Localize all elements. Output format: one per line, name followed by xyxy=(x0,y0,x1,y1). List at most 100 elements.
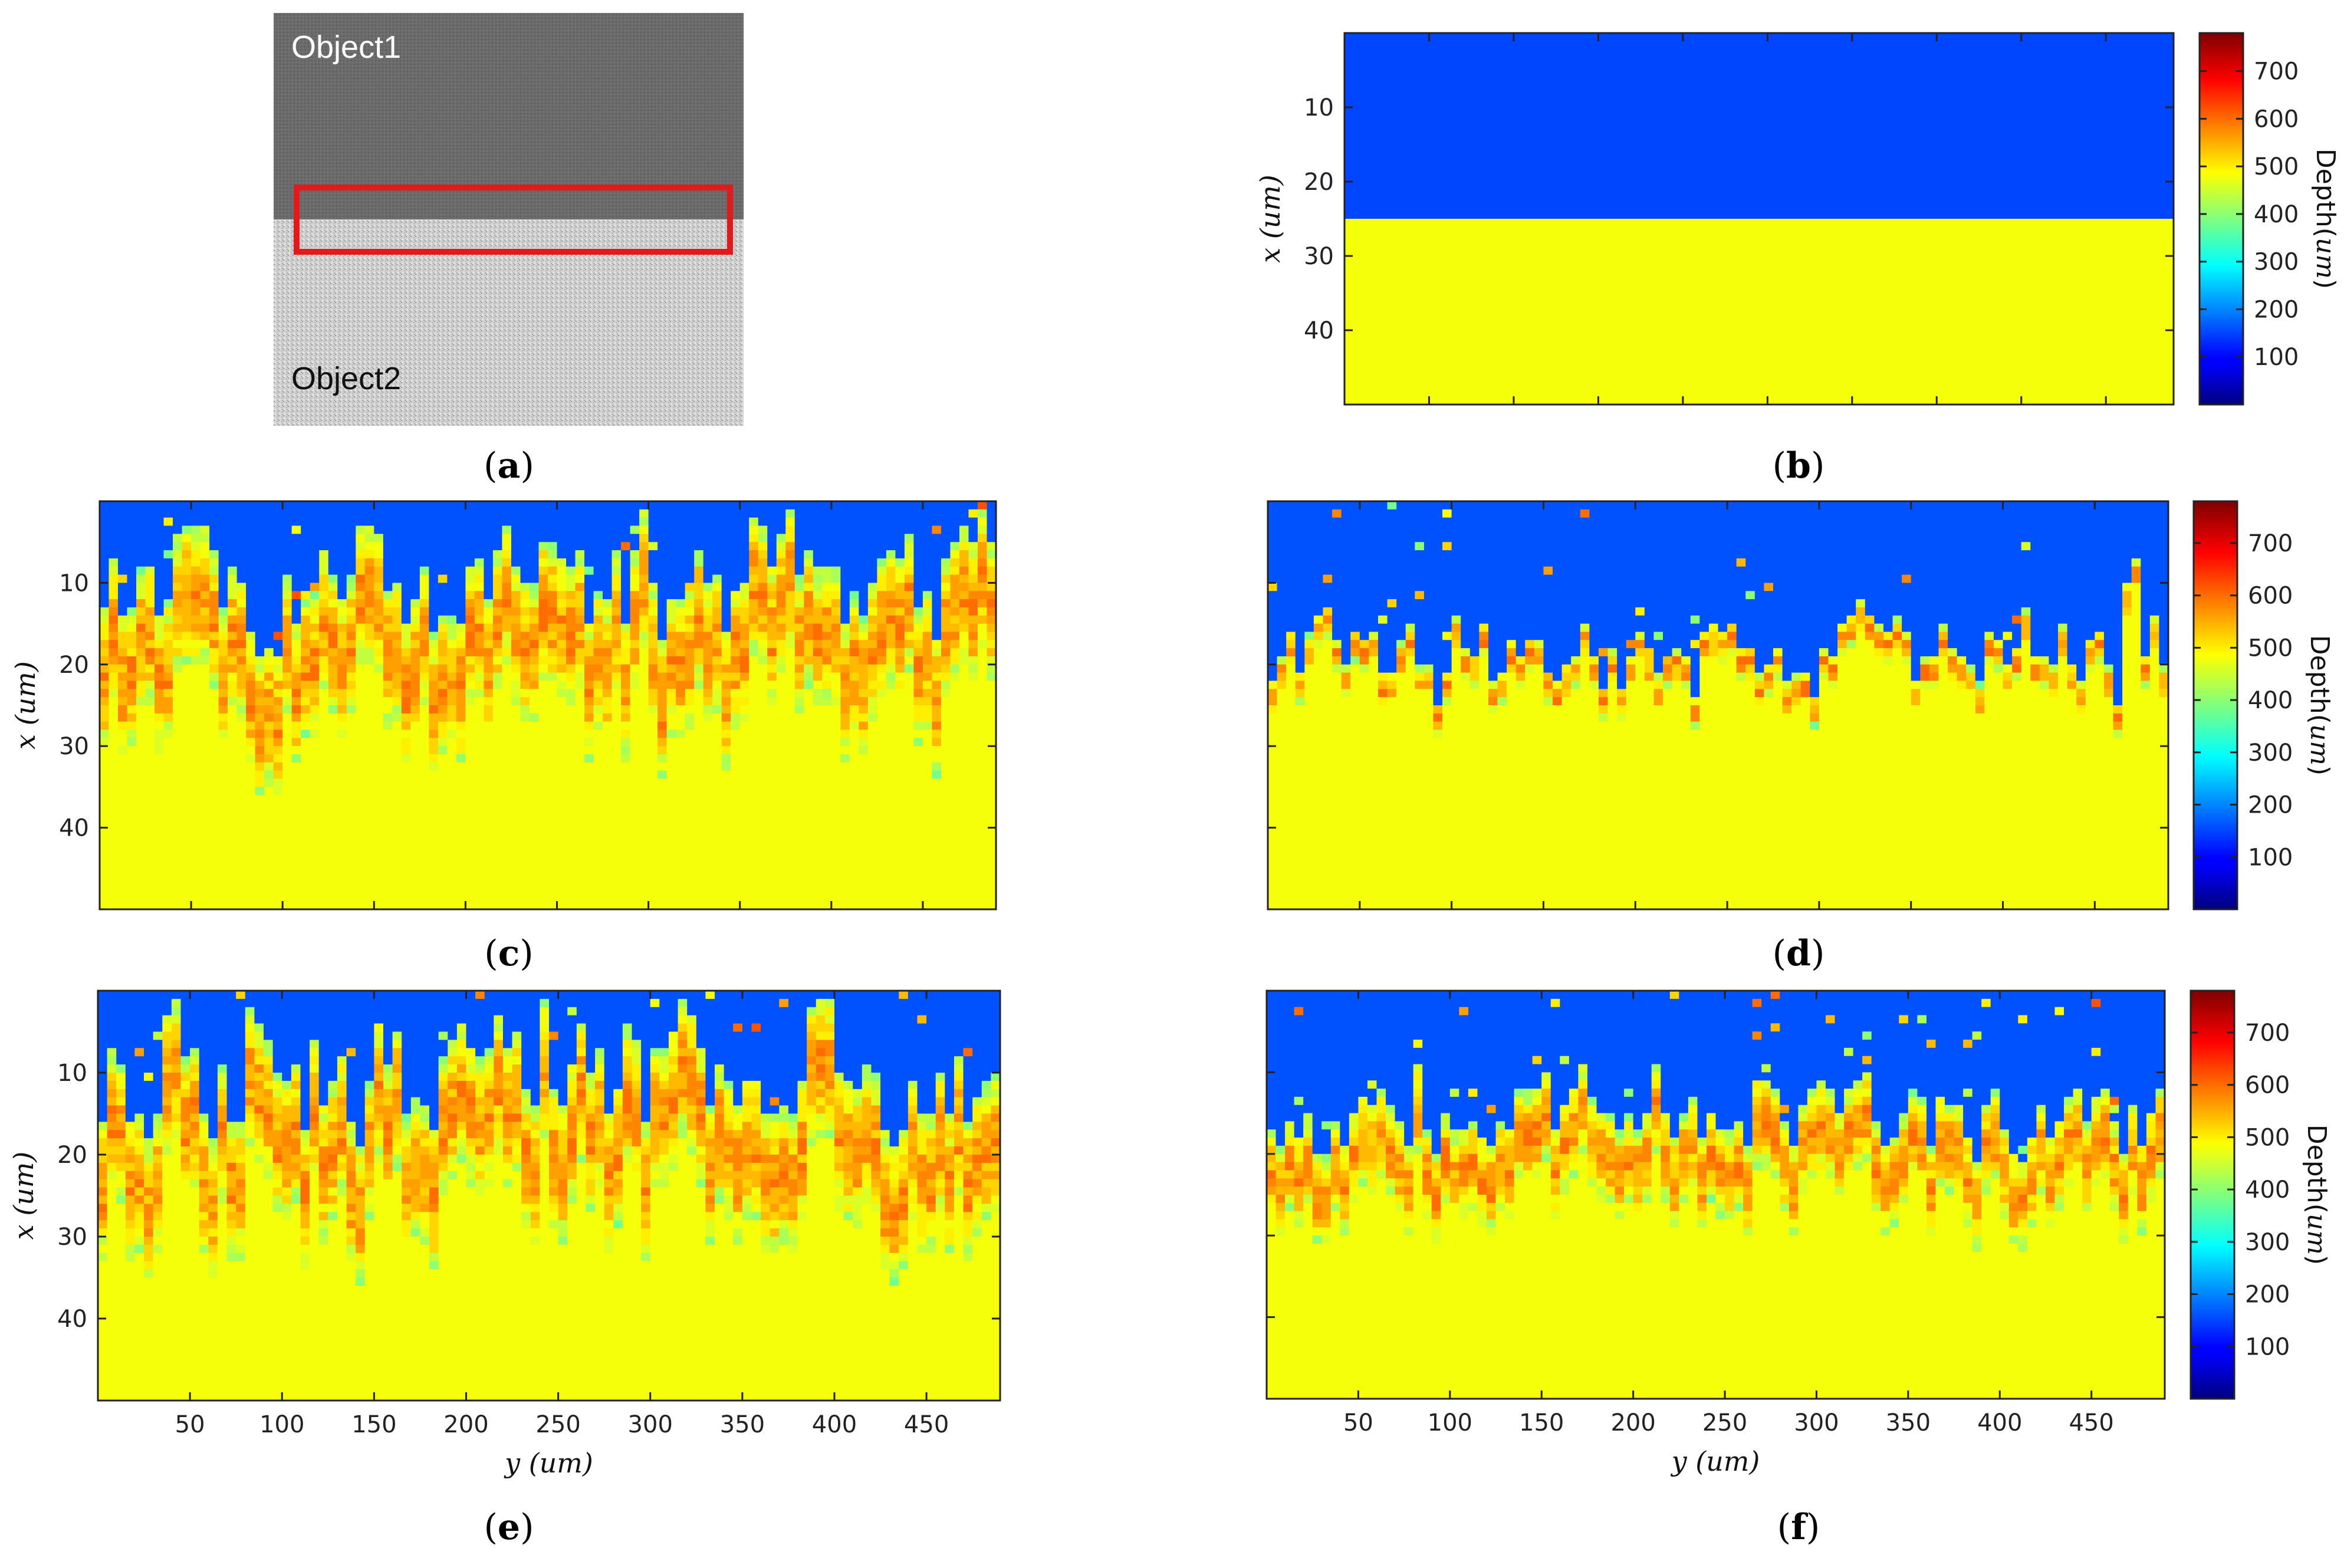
heatmap-cell xyxy=(1461,648,1471,657)
heatmap-cell xyxy=(217,1130,228,1139)
heatmap-cell xyxy=(484,599,494,608)
heatmap-cell xyxy=(666,713,676,731)
heatmap-cell xyxy=(2021,607,2031,616)
heatmap-cell xyxy=(972,991,982,1098)
heatmap-cell xyxy=(548,615,558,624)
heatmap-cell xyxy=(733,1228,743,1237)
heatmap-cell xyxy=(557,648,567,657)
heatmap-cell xyxy=(254,1122,264,1139)
heatmap-cell xyxy=(1807,1178,1817,1399)
heatmap-cell xyxy=(1571,501,1581,657)
heatmap-cell xyxy=(1294,1211,1304,1220)
heatmap-cell xyxy=(779,1162,789,1172)
heatmap-cell xyxy=(825,991,835,1000)
heatmap-column xyxy=(904,501,915,910)
heatmap-cell xyxy=(465,591,475,600)
heatmap-cell xyxy=(182,534,192,543)
heatmap-cell xyxy=(264,697,274,706)
heatmap-cell xyxy=(1358,1162,1368,1171)
heatmap-cell xyxy=(1819,664,1829,673)
heatmap-cell xyxy=(364,550,374,559)
heatmap-cell xyxy=(1578,991,1588,1065)
heatmap-cell xyxy=(1431,1178,1441,1187)
ylabel-c: x (um) xyxy=(9,661,41,750)
heatmap-cell xyxy=(1948,681,1958,910)
heatmap-cell xyxy=(1752,1089,1762,1097)
heatmap-cell xyxy=(668,1064,679,1073)
heatmap-cell xyxy=(100,501,110,608)
heatmap-cell xyxy=(705,1146,715,1163)
heatmap-cell xyxy=(530,1204,540,1212)
heatmap-cell xyxy=(228,501,238,567)
heatmap-cell xyxy=(419,640,429,657)
heatmap-cell xyxy=(1633,1145,1643,1155)
heatmap-cell xyxy=(926,1195,936,1204)
heatmap-cell xyxy=(1715,1195,1725,1204)
heatmap-column xyxy=(1479,501,1489,910)
heatmap-cell xyxy=(502,1056,513,1073)
heatmap-cell xyxy=(310,591,320,600)
heatmap-column xyxy=(1800,501,1810,910)
heatmap-cell xyxy=(273,689,283,698)
heatmap-cell xyxy=(991,1138,1001,1147)
heatmap-cell xyxy=(742,1089,752,1098)
heatmap-cell xyxy=(1323,640,1333,910)
heatmap-cell xyxy=(282,689,292,698)
heatmap-cell xyxy=(2122,615,2132,910)
heatmap-cell xyxy=(899,1162,909,1172)
heatmap-cell xyxy=(603,623,613,633)
heatmap-cell xyxy=(492,632,503,640)
heatmap-cell xyxy=(438,1080,448,1090)
heatmap-cell xyxy=(1697,1227,1707,1399)
heatmap-cell xyxy=(576,1040,587,1048)
heatmap-column xyxy=(328,991,338,1401)
heatmap-cell xyxy=(346,501,356,576)
heatmap-cell xyxy=(913,607,923,616)
heatmap-cell xyxy=(687,1130,697,1139)
heatmap-cell xyxy=(475,1073,485,1098)
heatmap-cell xyxy=(228,697,238,706)
heatmap-cell xyxy=(945,1130,955,1139)
heatmap-cell xyxy=(100,672,110,682)
xtick-label: 200 xyxy=(443,1411,488,1438)
heatmap-cell xyxy=(402,1122,412,1130)
heatmap-cell xyxy=(484,1122,494,1130)
heatmap-cell xyxy=(328,1138,338,1147)
heatmap-cell xyxy=(668,1122,679,1130)
heatmap-cell xyxy=(1902,664,1912,910)
heatmap-cell xyxy=(383,1097,393,1106)
heatmap-cell xyxy=(676,672,686,682)
heatmap-cell xyxy=(977,648,988,910)
heatmap-cell xyxy=(116,991,126,1065)
heatmap-cell xyxy=(1745,591,1755,600)
heatmap-cell xyxy=(712,656,722,665)
heatmap-cell xyxy=(1736,566,1746,649)
heatmap-cell xyxy=(173,640,183,649)
heatmap-cell xyxy=(1550,1219,1560,1399)
heatmap-cell xyxy=(245,1097,255,1106)
heatmap-column xyxy=(1883,501,1893,910)
heatmap-cell xyxy=(1569,1113,1579,1122)
heatmap-cell xyxy=(834,1130,844,1139)
heatmap-cell xyxy=(529,607,540,616)
heatmap-cell xyxy=(595,1105,605,1115)
heatmap-cell xyxy=(613,1187,623,1196)
heatmap-cell xyxy=(190,1080,200,1098)
heatmap-cell xyxy=(926,1204,936,1212)
heatmap-cell xyxy=(687,1113,697,1130)
heatmap-cell xyxy=(1810,729,1820,910)
heatmap-column xyxy=(1395,991,1405,1399)
heatmap-cell xyxy=(319,656,329,673)
heatmap-cell xyxy=(742,1162,752,1180)
heatmap-column xyxy=(1553,501,1563,910)
heatmap-cell xyxy=(991,1146,1001,1155)
heatmap-cell xyxy=(954,1073,964,1082)
heatmap-cell xyxy=(1596,1113,1606,1122)
heatmap-cell xyxy=(622,1146,633,1155)
heatmap-cell xyxy=(1745,664,1755,673)
heatmap-cell xyxy=(236,1237,246,1245)
heatmap-cell xyxy=(612,566,622,576)
heatmap-column xyxy=(632,991,642,1401)
heatmap-column xyxy=(511,501,521,910)
